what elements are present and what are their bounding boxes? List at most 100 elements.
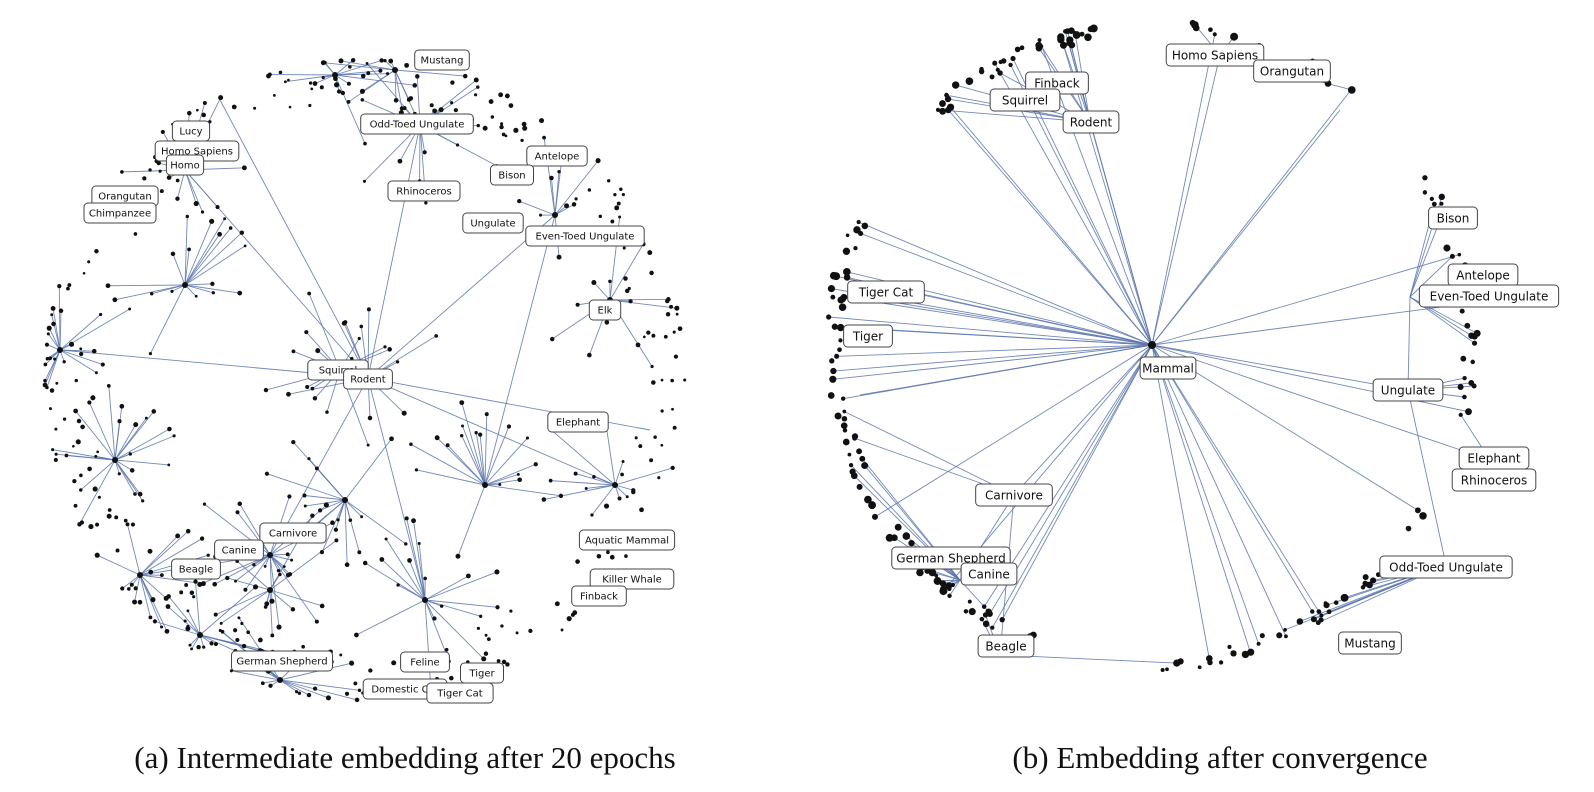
- hub-node: [342, 497, 348, 503]
- node: [950, 582, 955, 588]
- node: [1370, 577, 1377, 584]
- node: [100, 362, 105, 367]
- node: [827, 392, 835, 399]
- node: [495, 605, 500, 610]
- edge: [114, 284, 186, 301]
- node: [188, 643, 192, 647]
- node: [305, 384, 310, 390]
- node: [404, 516, 409, 521]
- node: [1315, 620, 1321, 626]
- edge: [253, 554, 271, 566]
- node: [218, 628, 222, 633]
- node: [1362, 574, 1369, 581]
- node: [432, 108, 437, 114]
- node: [506, 424, 512, 429]
- node: [350, 356, 354, 361]
- node: [362, 179, 367, 183]
- node: [179, 590, 184, 595]
- node-label-orangutan: Orangutan: [91, 185, 159, 207]
- node-label-tiger-cat: Tiger Cat: [847, 280, 925, 304]
- node: [183, 619, 187, 623]
- node: [150, 292, 154, 296]
- node: [465, 573, 471, 579]
- label-text: Beagle: [179, 565, 213, 576]
- edge: [285, 74, 336, 83]
- node: [49, 407, 52, 411]
- edge: [844, 411, 1015, 496]
- node: [501, 659, 507, 665]
- edge: [949, 579, 961, 597]
- node: [963, 609, 969, 614]
- node: [397, 158, 403, 164]
- node: [75, 439, 81, 445]
- node: [515, 631, 519, 635]
- edge: [279, 679, 360, 691]
- node: [92, 486, 98, 492]
- label-box: [259, 522, 327, 544]
- caption-b: (b) Embedding after convergence: [1012, 740, 1427, 775]
- node: [129, 468, 135, 473]
- node: [837, 347, 842, 353]
- edge: [1151, 344, 1469, 413]
- node: [72, 478, 77, 484]
- node: [985, 608, 992, 615]
- edge: [199, 634, 236, 652]
- node: [528, 628, 533, 634]
- edge: [48, 327, 61, 351]
- node: [1066, 40, 1072, 46]
- edge: [554, 160, 599, 216]
- node: [1079, 31, 1085, 37]
- node: [195, 108, 199, 112]
- node: [105, 283, 111, 289]
- node: [334, 538, 339, 543]
- node: [653, 435, 657, 439]
- hub-node: [267, 552, 273, 558]
- node: [670, 465, 675, 471]
- node: [1431, 201, 1437, 207]
- edge: [269, 589, 294, 610]
- node: [1326, 609, 1332, 615]
- node: [333, 527, 339, 532]
- node: [246, 630, 250, 635]
- edge: [184, 284, 240, 294]
- node: [175, 533, 181, 539]
- label-box: [462, 212, 524, 234]
- label-text: Domestic Cat: [371, 685, 438, 696]
- node: [307, 457, 311, 461]
- node: [164, 628, 170, 634]
- node: [365, 62, 369, 65]
- label-text: Even-Toed Ungulate: [536, 232, 635, 243]
- edge: [1151, 344, 1287, 637]
- node: [270, 633, 275, 638]
- label-text: Carnivore: [269, 529, 317, 540]
- edge: [397, 584, 426, 601]
- node-label-rodent: Rodent: [1062, 110, 1120, 134]
- node: [1449, 253, 1455, 259]
- node: [57, 283, 62, 289]
- node-label-tiger: Tiger: [460, 662, 504, 684]
- edge: [1407, 296, 1411, 391]
- hub-node: [552, 212, 558, 218]
- edge: [424, 599, 485, 660]
- hub-node: [197, 632, 203, 638]
- node: [1462, 394, 1467, 400]
- edge: [315, 499, 346, 525]
- node: [508, 103, 514, 108]
- node: [125, 522, 130, 527]
- node: [45, 356, 50, 361]
- node: [979, 616, 985, 622]
- node: [829, 271, 838, 280]
- label-text: Antelope: [1456, 268, 1510, 282]
- hub-node: [392, 67, 398, 73]
- edge: [394, 69, 416, 114]
- label-text: Odd-Toed Ungulate: [370, 120, 465, 131]
- edge: [114, 459, 169, 466]
- node: [80, 424, 85, 430]
- edge: [1013, 344, 1153, 496]
- node: [308, 103, 312, 108]
- edge: [184, 249, 190, 286]
- node-label-ungulate: Ungulate: [462, 212, 524, 234]
- node: [840, 396, 846, 401]
- edge: [139, 530, 189, 576]
- node-label-rhinoceros: Rhinoceros: [1451, 468, 1537, 492]
